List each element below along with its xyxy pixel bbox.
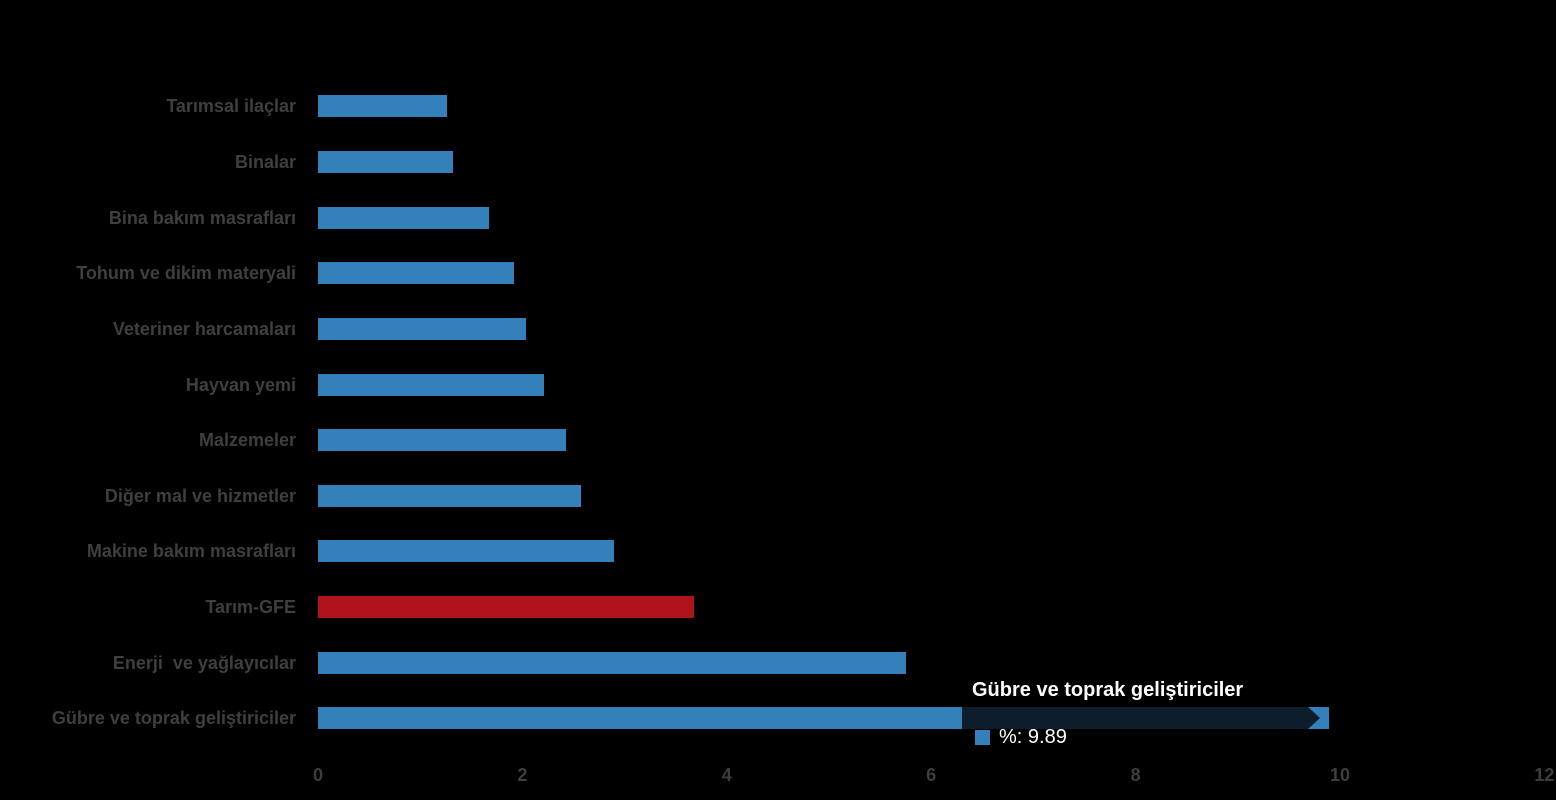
x-axis-tick-label: 8: [1130, 765, 1141, 785]
bar[interactable]: [318, 373, 544, 396]
tooltip-value: %: 9.89: [999, 725, 1067, 748]
x-axis-tick-label: 10: [1329, 765, 1351, 785]
category-label: Malzemeler: [198, 430, 296, 451]
x-axis-tick-label: 2: [517, 765, 528, 785]
bar[interactable]: [318, 651, 906, 674]
tooltip-title: Gübre ve toprak geliştiriciler: [972, 679, 1244, 701]
category-label: Veteriner harcamaları: [112, 318, 296, 339]
tooltip-overlay: [962, 707, 1320, 729]
bar[interactable]: [318, 262, 515, 285]
bar[interactable]: [318, 95, 447, 118]
bar[interactable]: [318, 484, 581, 507]
category-label: Tohum ve dikim materyali: [76, 263, 296, 284]
bar[interactable]: [318, 317, 527, 340]
bar[interactable]: [318, 429, 567, 452]
bar[interactable]: [318, 540, 615, 563]
category-label: Bina bakım masrafları: [108, 207, 296, 228]
bar-highlight[interactable]: [318, 596, 695, 619]
category-label: Binalar: [234, 151, 296, 172]
tooltip-value-row: %: 9.89: [975, 725, 1067, 748]
category-label: Gübre ve toprak geliştiriciler: [51, 708, 296, 729]
category-label: Hayvan yemi: [185, 374, 296, 395]
x-axis-tick-label: 6: [926, 765, 937, 785]
category-label: Tarım-GFE: [205, 597, 296, 618]
bar[interactable]: [318, 150, 453, 173]
category-label: Enerji ve yağlayıcılar: [112, 652, 296, 673]
series-swatch-icon: [975, 729, 990, 745]
category-label: Tarımsal ilaçlar: [166, 96, 296, 117]
x-axis-tick-label: 12: [1534, 765, 1555, 785]
x-axis-tick-label: 4: [721, 765, 732, 785]
category-label: Makine bakım masrafları: [86, 541, 296, 562]
x-axis-tick-label: 0: [312, 765, 324, 785]
bar[interactable]: [318, 206, 489, 229]
category-label: Diğer mal ve hizmetler: [104, 485, 296, 506]
